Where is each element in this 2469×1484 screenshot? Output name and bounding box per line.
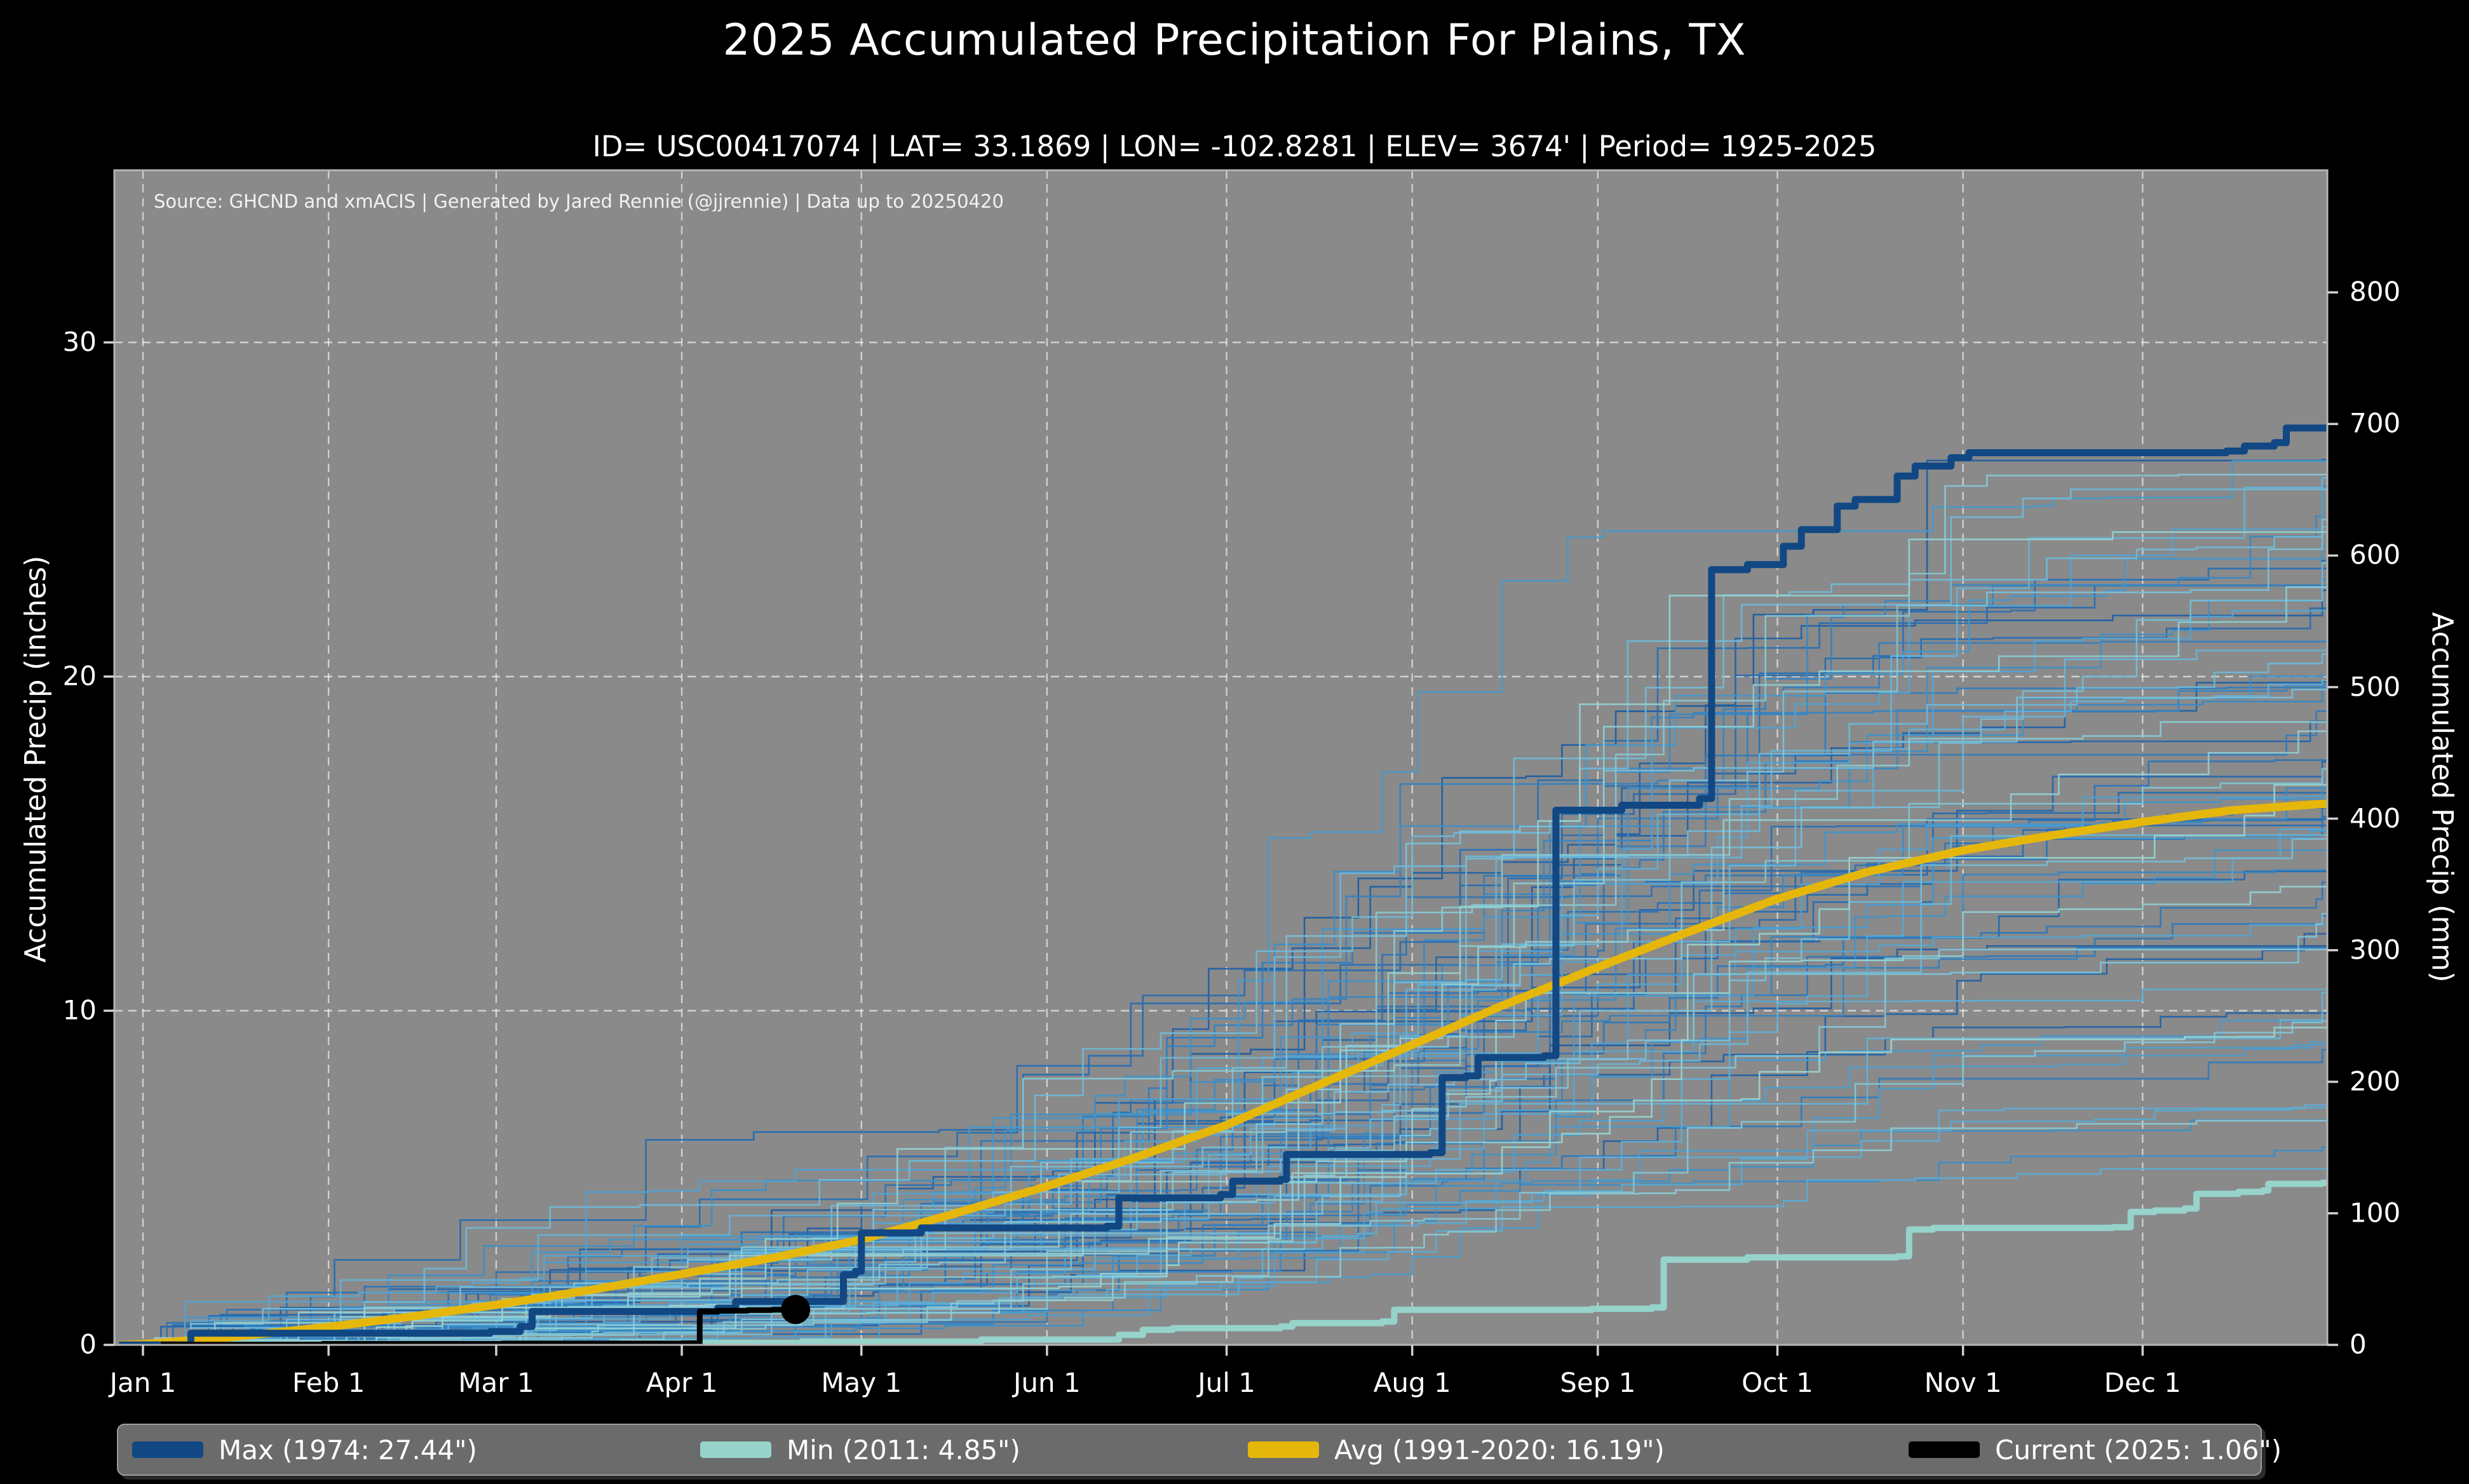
max-line bbox=[119, 424, 2327, 1345]
legend-item-label: Max (1974: 27.44") bbox=[219, 1434, 477, 1466]
source-note: Source: GHCND and xmACIS | Generated by … bbox=[154, 191, 1004, 212]
y-left-tick-label: 10 bbox=[62, 994, 97, 1026]
tick-marks bbox=[104, 291, 2338, 1356]
main-series bbox=[119, 424, 2327, 1345]
plot-spines bbox=[113, 169, 2329, 1346]
legend-item-max: Max (1974: 27.44") bbox=[132, 1425, 477, 1474]
x-tick-label: May 1 bbox=[821, 1367, 902, 1398]
y-right-tick-label: 100 bbox=[2350, 1197, 2401, 1229]
legend-item-avg: Avg (1991-2020: 16.19") bbox=[1248, 1425, 1665, 1474]
background-year-line bbox=[117, 687, 2327, 1345]
current-legend-swatch-icon bbox=[1909, 1441, 1980, 1458]
x-tick-label: Jan 1 bbox=[109, 1367, 177, 1398]
background-year-line bbox=[117, 828, 2327, 1345]
background-year-line bbox=[117, 589, 2327, 1345]
y-right-tick-label: 400 bbox=[2350, 802, 2401, 834]
station-subtitle: ID= USC00417074 | LAT= 33.1869 | LON= -1… bbox=[592, 130, 1877, 163]
background-year-line bbox=[117, 1119, 2327, 1345]
background-year-line bbox=[117, 1027, 2327, 1345]
x-tick-label: Oct 1 bbox=[1742, 1367, 1813, 1398]
y-right-tick-label: 700 bbox=[2350, 407, 2401, 439]
y-right-tick-label: 0 bbox=[2350, 1328, 2367, 1360]
y-axis-left-title: Accumulated Precip (inches) bbox=[18, 555, 53, 963]
y-left-tick-label: 30 bbox=[62, 326, 97, 358]
x-tick-label: Dec 1 bbox=[2104, 1367, 2181, 1398]
x-tick-label: Jun 1 bbox=[1013, 1367, 1081, 1398]
background-year-line bbox=[117, 838, 2327, 1345]
background-year-line bbox=[117, 681, 2327, 1345]
x-tick-label: Feb 1 bbox=[292, 1367, 365, 1398]
background-year-line bbox=[117, 653, 2327, 1345]
y-axis-right-title: Accumulated Precip (mm) bbox=[2425, 612, 2459, 983]
legend: Max (1974: 27.44") Min (2011: 4.85") Avg (… bbox=[117, 1424, 2282, 1476]
background-year-line bbox=[117, 784, 2327, 1345]
current-endpoint-marker bbox=[781, 1295, 811, 1325]
page-title: 2025 Accumulated Precipitation For Plain… bbox=[722, 15, 1747, 65]
background-year-line bbox=[117, 560, 2327, 1345]
background-year-line bbox=[117, 488, 2327, 1345]
background-year-line bbox=[117, 992, 2327, 1345]
x-tick-label: Nov 1 bbox=[1924, 1367, 2002, 1398]
background-year-line bbox=[117, 649, 2327, 1345]
min-line bbox=[119, 1179, 2327, 1345]
legend-item-current: Current (2025: 1.06") bbox=[1909, 1425, 2282, 1474]
max-legend-swatch-icon bbox=[132, 1441, 203, 1458]
x-tick-label: Mar 1 bbox=[458, 1367, 534, 1398]
legend-item-label: Min (2011: 4.85") bbox=[787, 1434, 1020, 1466]
avg-line bbox=[119, 799, 2327, 1345]
min-legend-swatch-icon bbox=[700, 1441, 771, 1458]
y-right-tick-label: 600 bbox=[2350, 539, 2401, 570]
y-right-tick-label: 200 bbox=[2350, 1065, 2401, 1097]
background-year-line bbox=[117, 869, 2327, 1345]
y-right-tick-label: 500 bbox=[2350, 671, 2401, 703]
legend-item-label: Avg (1991-2020: 16.19") bbox=[1334, 1434, 1665, 1466]
y-left-tick-label: 20 bbox=[62, 660, 97, 692]
avg-legend-swatch-icon bbox=[1248, 1441, 1319, 1458]
x-tick-label: Apr 1 bbox=[646, 1367, 718, 1398]
legend-item-label: Current (2025: 1.06") bbox=[1995, 1434, 2282, 1466]
background-year-line bbox=[117, 830, 2327, 1345]
current-line bbox=[161, 1307, 799, 1345]
legend-item-min: Min (2011: 4.85") bbox=[700, 1425, 1020, 1474]
x-tick-label: Sep 1 bbox=[1560, 1367, 1636, 1398]
y-right-tick-label: 300 bbox=[2350, 934, 2401, 966]
background-year-line bbox=[117, 473, 2327, 1345]
x-tick-label: Jul 1 bbox=[1198, 1367, 1255, 1398]
background-year-line bbox=[117, 1049, 2327, 1345]
x-tick-label: Aug 1 bbox=[1373, 1367, 1451, 1398]
y-left-tick-label: 0 bbox=[79, 1328, 97, 1360]
background-year-line bbox=[117, 834, 2327, 1345]
y-right-tick-label: 800 bbox=[2350, 276, 2401, 307]
background-year-line bbox=[117, 545, 2327, 1345]
